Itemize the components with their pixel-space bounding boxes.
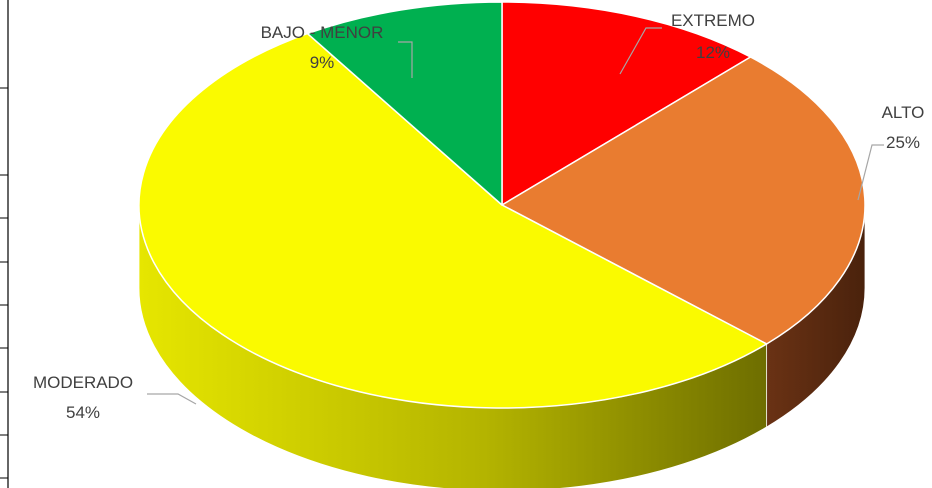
data-labels: EXTREMO 12% ALTO 25% MODERADO 54% BAJO - MENOR…	[33, 11, 924, 422]
pie-slices	[138, 1, 866, 409]
data-label-name-alto: ALTO	[882, 103, 925, 122]
leader-line-alto	[857, 144, 884, 201]
data-label-value-extremo: 12%	[696, 43, 730, 62]
pie-slice-bajo-menor	[306, 1, 503, 206]
data-label-name-bajo-menor: BAJO - MENOR	[261, 23, 384, 42]
data-label-value-moderado: 54%	[66, 403, 100, 422]
pie-slice-alto	[501, 56, 866, 345]
pie-slice-moderado	[138, 32, 768, 409]
left-axis-remnant	[0, 0, 9, 488]
data-label-name-extremo: EXTREMO	[671, 11, 755, 30]
data-label-value-alto: 25%	[886, 133, 920, 152]
pie-slice-extremo	[501, 1, 752, 206]
leader-line-bajo-menor	[398, 41, 413, 78]
data-label-value-bajo-menor: 9%	[310, 53, 335, 72]
leader-line-moderado	[147, 393, 197, 405]
leader-line-extremo	[619, 27, 662, 75]
data-label-name-moderado: MODERADO	[33, 373, 133, 392]
leader-lines	[147, 27, 884, 405]
